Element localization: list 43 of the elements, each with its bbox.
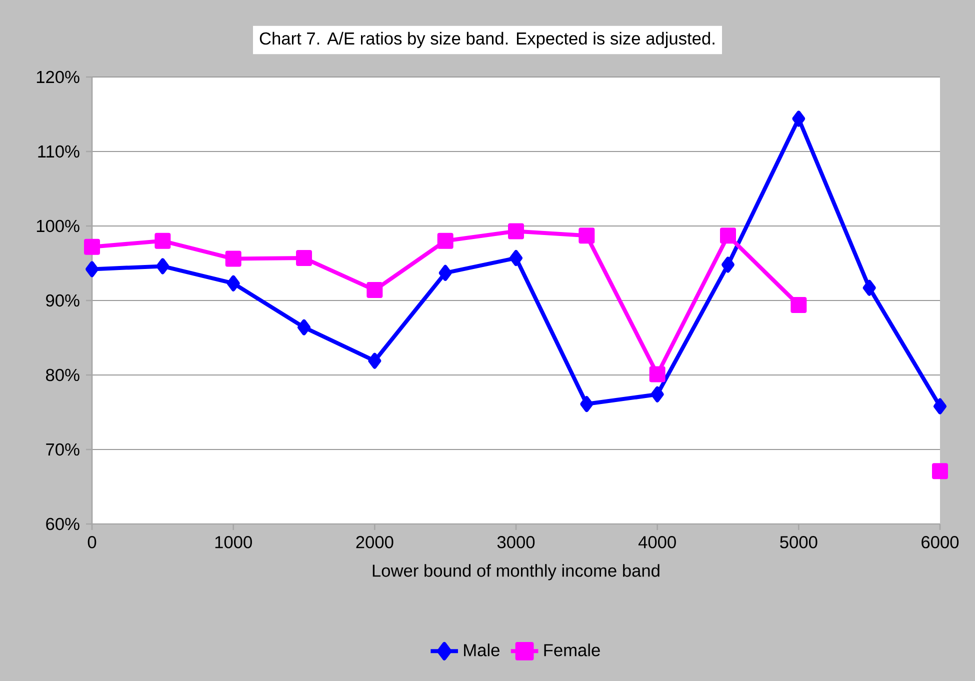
point <box>154 232 171 249</box>
point <box>649 366 666 382</box>
x-tick-label: 5000 <box>780 536 818 548</box>
chart-title: Chart 7. A/E ratios by size band. Expected is size adjusted. <box>260 32 714 48</box>
point <box>508 223 524 240</box>
point <box>438 264 452 281</box>
point <box>226 275 240 292</box>
point <box>650 386 664 402</box>
point <box>790 296 807 313</box>
x-tick-label: 2000 <box>356 536 394 548</box>
point <box>792 110 806 127</box>
point <box>156 258 170 274</box>
y-tick-label: 60% <box>46 518 80 530</box>
point <box>578 228 595 244</box>
x-tick-label: 6000 <box>922 536 959 548</box>
x-axis-title: Lower bound of monthly income band <box>372 564 660 580</box>
x-tick-label: 4000 <box>638 536 676 548</box>
x-tick-label: 1000 <box>215 536 252 548</box>
point <box>298 319 311 336</box>
point <box>510 250 522 266</box>
point <box>437 232 454 249</box>
x-tick-label: 0 <box>88 536 96 548</box>
point <box>934 398 946 414</box>
point <box>932 463 948 480</box>
y-tick-label: 70% <box>46 443 80 456</box>
point <box>84 238 100 255</box>
point <box>366 282 383 298</box>
point <box>722 256 734 273</box>
point <box>580 396 594 412</box>
point <box>720 228 736 244</box>
y-tick-label: 110% <box>38 145 80 158</box>
y-tick-label: 100% <box>36 220 80 232</box>
point <box>862 280 876 296</box>
point <box>86 261 99 278</box>
y-tick-label: 80% <box>46 368 80 382</box>
point <box>225 250 242 267</box>
point <box>296 250 312 266</box>
point <box>368 352 382 369</box>
x-tick-label: 3000 <box>497 536 535 548</box>
legend-label: Male <box>464 644 500 656</box>
y-tick-label: 120% <box>36 70 80 84</box>
y-tick-label: 90% <box>46 294 80 307</box>
legend-label: Female <box>544 644 600 656</box>
